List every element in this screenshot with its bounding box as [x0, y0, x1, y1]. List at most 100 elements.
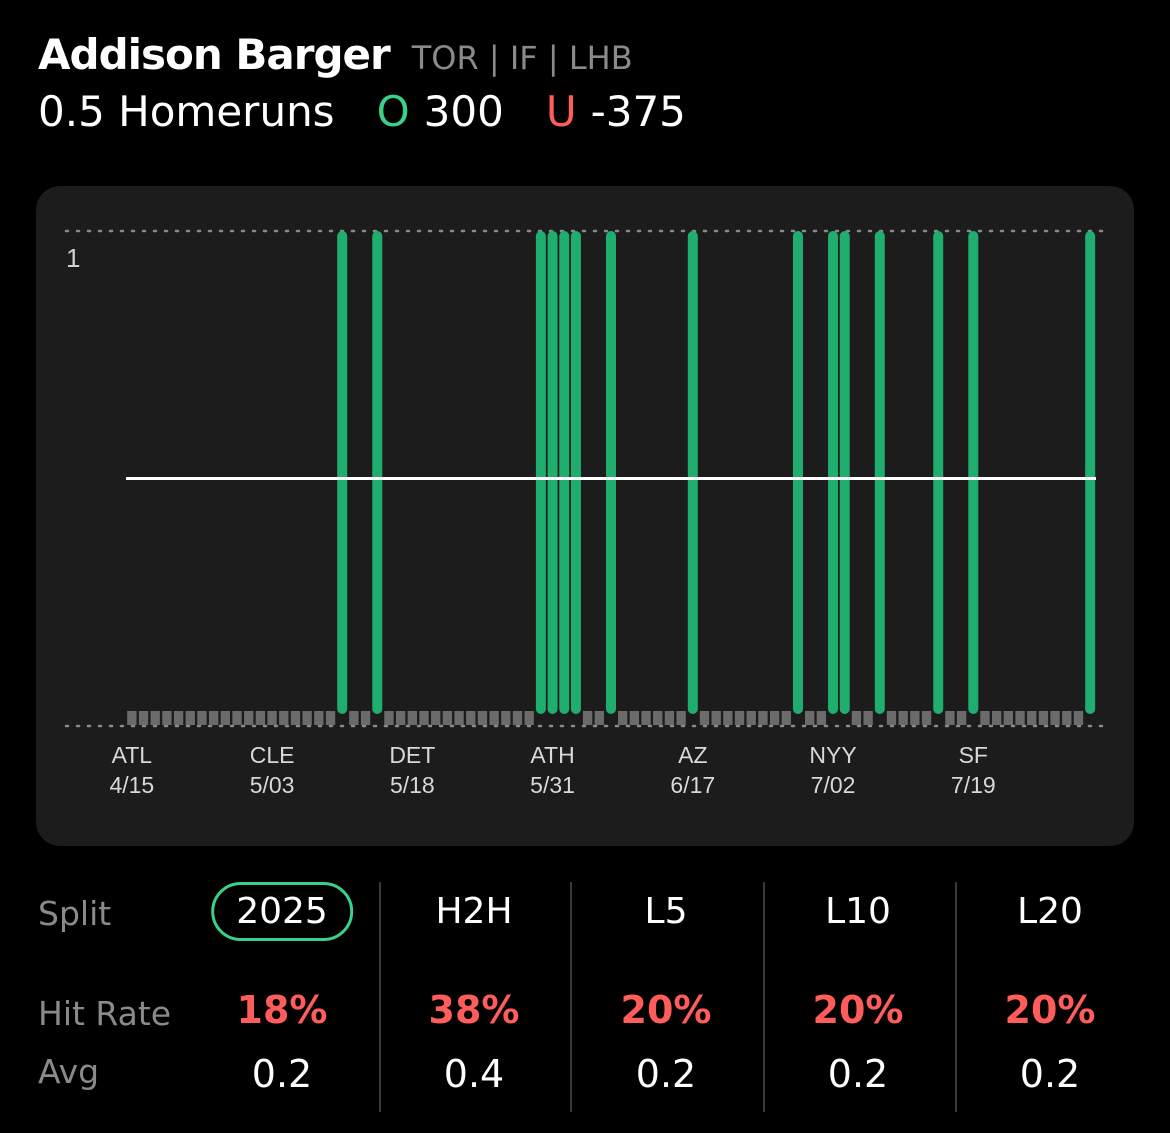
miss-bar [302, 711, 312, 725]
x-tick-date: 5/03 [250, 772, 295, 798]
miss-bar [477, 711, 488, 725]
miss-bar [244, 711, 254, 725]
miss-bar [314, 711, 324, 725]
miss-bar [816, 711, 827, 725]
miss-bar [641, 711, 651, 725]
player-meta: TOR | IF | LHB [411, 39, 633, 77]
avg-value: 0.2 [635, 1052, 697, 1096]
miss-bar [910, 711, 920, 725]
miss-bar [805, 711, 815, 725]
hit-rate-value: 20% [812, 988, 904, 1032]
miss-bar [197, 711, 207, 725]
column-divider [379, 882, 381, 1112]
x-tick-team: SF [959, 742, 988, 768]
miss-bar [886, 711, 897, 725]
x-tick-team: AZ [678, 742, 707, 768]
miss-bar [1062, 711, 1072, 725]
x-tick-team: ATH [530, 742, 574, 768]
under-label: U [545, 87, 577, 136]
miss-bar [162, 711, 172, 725]
split-tab-h2h[interactable]: H2H [435, 891, 513, 932]
miss-bar [956, 711, 967, 725]
miss-bar [594, 711, 604, 725]
miss-bar [512, 711, 523, 725]
x-tick-date: 7/02 [811, 772, 856, 798]
avg-value: 0.2 [1019, 1052, 1081, 1096]
hit-bar [559, 231, 570, 714]
x-tick-date: 6/17 [670, 772, 715, 798]
avg-value: 0.2 [251, 1052, 313, 1096]
miss-bar [489, 711, 499, 725]
miss-bar [676, 711, 686, 725]
game-log-chart: 1 ATL 4/15 CLE 5/03 DET 5/18 ATH 5/31 AZ 6/17 NYY 7/… [36, 186, 1134, 846]
avg-row-label: Avg [38, 1052, 100, 1091]
miss-bar [185, 711, 195, 725]
over-odds[interactable]: 300 [423, 87, 504, 136]
miss-bar [232, 711, 242, 725]
miss-bar [1073, 711, 1084, 725]
column-divider [570, 882, 572, 1112]
hit-rate-value: 38% [428, 988, 520, 1032]
miss-bar [267, 711, 277, 725]
miss-bar [769, 711, 780, 725]
miss-bar [1038, 711, 1049, 725]
x-tick-date: 5/18 [390, 772, 435, 798]
miss-bar [618, 711, 628, 725]
miss-bar [325, 711, 336, 725]
split-column-l20: L20 20% 0.2 [954, 860, 1146, 1133]
miss-bar [863, 711, 873, 725]
x-tick-team: ATL [112, 742, 153, 768]
split-tab-l10[interactable]: L10 [825, 891, 891, 932]
miss-bar [991, 711, 1002, 725]
x-tick-date: 4/15 [109, 772, 154, 798]
x-tick-date: 5/31 [530, 772, 575, 798]
miss-bar [150, 711, 160, 725]
chart-svg: 1 ATL 4/15 CLE 5/03 DET 5/18 ATH 5/31 AZ 6/17 NYY 7/… [64, 229, 1106, 798]
column-divider [763, 882, 765, 1112]
miss-bar [980, 711, 990, 725]
hit-bar [547, 231, 558, 714]
hit-rate-value: 20% [1004, 988, 1096, 1032]
hit-bar [372, 231, 383, 714]
player-title-row: Addison Barger TOR | IF | LHB [38, 30, 1140, 79]
hit-bar [792, 231, 803, 714]
split-column-l10: L10 20% 0.2 [762, 860, 954, 1133]
miss-bar [173, 711, 184, 725]
miss-bar [220, 711, 231, 725]
miss-bar [945, 711, 955, 725]
miss-bar [466, 711, 476, 725]
miss-bar [442, 711, 453, 725]
prop-line-row: 0.5 Homeruns O 300 U -375 [38, 87, 1140, 136]
miss-bar [255, 711, 266, 725]
hit-bar [839, 231, 850, 714]
split-tab-l5[interactable]: L5 [644, 891, 688, 932]
under-odds[interactable]: -375 [590, 87, 686, 136]
split-tab-l20[interactable]: L20 [1017, 891, 1083, 932]
miss-bar [664, 711, 675, 725]
miss-bar [921, 711, 932, 725]
hit-bar [1085, 231, 1096, 714]
split-tab-2025[interactable]: 2025 [211, 882, 353, 941]
miss-bar [629, 711, 640, 725]
miss-bar [501, 711, 511, 725]
hit-bar [874, 231, 885, 714]
prop-header: Addison Barger TOR | IF | LHB 0.5 Homeru… [38, 30, 1140, 136]
x-tick-team: DET [389, 742, 435, 768]
miss-bar [582, 711, 593, 725]
split-row-label: Split [38, 894, 112, 933]
hit-bar [570, 231, 581, 714]
miss-bar [1003, 711, 1014, 725]
miss-bar [454, 711, 464, 725]
hit-rate-value: 18% [236, 988, 328, 1032]
miss-bar [734, 711, 745, 725]
miss-bar [208, 711, 219, 725]
miss-bar [290, 711, 301, 725]
miss-bar [138, 711, 149, 725]
miss-bar [384, 711, 394, 725]
miss-bar [360, 711, 371, 725]
hit-bar [968, 231, 979, 714]
splits-table: Split Hit Rate Avg 2025 18% 0.2 H2H 38% … [0, 860, 1170, 1133]
hit-bar [337, 231, 348, 714]
miss-bar [431, 711, 441, 725]
miss-bar [407, 711, 417, 725]
